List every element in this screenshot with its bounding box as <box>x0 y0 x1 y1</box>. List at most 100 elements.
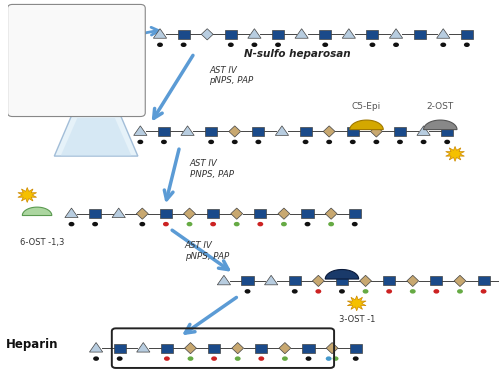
Polygon shape <box>108 19 116 26</box>
Text: 6-OST -1,3: 6-OST -1,3 <box>20 238 64 247</box>
Circle shape <box>397 140 403 144</box>
Polygon shape <box>254 209 266 218</box>
Circle shape <box>332 356 338 361</box>
Polygon shape <box>325 270 358 279</box>
Circle shape <box>444 140 450 144</box>
Polygon shape <box>360 275 372 286</box>
Circle shape <box>281 222 287 226</box>
Polygon shape <box>312 275 324 286</box>
Polygon shape <box>436 29 450 38</box>
Circle shape <box>326 356 332 361</box>
Circle shape <box>386 289 392 294</box>
Text: PAPS: PAPS <box>79 36 98 45</box>
Polygon shape <box>231 208 242 219</box>
Polygon shape <box>350 344 362 353</box>
FancyBboxPatch shape <box>8 4 145 117</box>
Polygon shape <box>225 30 237 39</box>
Circle shape <box>410 289 416 294</box>
Circle shape <box>304 222 310 226</box>
Circle shape <box>306 356 312 361</box>
Circle shape <box>302 140 308 144</box>
Polygon shape <box>22 207 52 216</box>
Polygon shape <box>461 30 473 39</box>
Polygon shape <box>44 18 52 27</box>
Polygon shape <box>90 342 102 352</box>
Circle shape <box>92 222 98 226</box>
Text: 2S,NS: 2S,NS <box>20 72 42 81</box>
Polygon shape <box>242 276 254 285</box>
Polygon shape <box>302 209 314 218</box>
Polygon shape <box>326 342 338 354</box>
Polygon shape <box>348 209 361 218</box>
Polygon shape <box>89 209 101 218</box>
Polygon shape <box>114 344 126 353</box>
Circle shape <box>282 356 288 361</box>
Polygon shape <box>276 126 288 135</box>
Polygon shape <box>232 342 243 354</box>
Polygon shape <box>256 344 268 353</box>
Polygon shape <box>218 275 230 285</box>
Polygon shape <box>112 208 126 218</box>
Circle shape <box>232 140 237 144</box>
Polygon shape <box>158 127 170 136</box>
Circle shape <box>47 73 55 79</box>
Text: 2-OST: 2-OST <box>79 72 102 81</box>
Polygon shape <box>181 126 194 135</box>
Polygon shape <box>18 188 36 202</box>
Polygon shape <box>300 127 312 136</box>
Polygon shape <box>325 208 337 219</box>
Polygon shape <box>60 118 132 156</box>
Circle shape <box>138 140 143 144</box>
Polygon shape <box>414 30 426 39</box>
Polygon shape <box>248 29 261 38</box>
Polygon shape <box>40 53 57 58</box>
Circle shape <box>46 91 54 97</box>
Polygon shape <box>264 275 278 285</box>
Polygon shape <box>370 126 382 137</box>
Polygon shape <box>336 276 348 285</box>
Text: N-sulfo heparosan: N-sulfo heparosan <box>244 49 351 59</box>
Circle shape <box>393 42 399 47</box>
Polygon shape <box>348 296 366 311</box>
Polygon shape <box>136 208 148 219</box>
Polygon shape <box>65 208 78 218</box>
Circle shape <box>234 222 239 226</box>
Circle shape <box>434 289 440 294</box>
Polygon shape <box>207 209 219 218</box>
Polygon shape <box>430 276 442 285</box>
Circle shape <box>440 42 446 47</box>
Circle shape <box>339 289 345 294</box>
Circle shape <box>244 289 250 294</box>
Circle shape <box>161 140 167 144</box>
Polygon shape <box>342 29 355 38</box>
Circle shape <box>38 91 46 97</box>
Polygon shape <box>160 209 172 218</box>
Circle shape <box>258 222 264 226</box>
Circle shape <box>464 42 470 47</box>
Text: 3-OST -1: 3-OST -1 <box>338 315 375 324</box>
Polygon shape <box>82 72 110 83</box>
Polygon shape <box>478 276 490 285</box>
Polygon shape <box>279 342 291 354</box>
Polygon shape <box>252 127 264 136</box>
Polygon shape <box>324 126 335 137</box>
Circle shape <box>252 42 258 47</box>
Circle shape <box>316 289 322 294</box>
Circle shape <box>235 356 240 361</box>
Polygon shape <box>390 29 402 38</box>
Text: GlcA: GlcA <box>20 18 38 27</box>
Text: C5-Epi: C5-Epi <box>79 54 104 63</box>
Circle shape <box>140 222 145 226</box>
Polygon shape <box>134 126 147 135</box>
Polygon shape <box>103 89 120 94</box>
Text: 2-OST: 2-OST <box>426 102 454 111</box>
Circle shape <box>208 140 214 144</box>
Circle shape <box>292 289 298 294</box>
Circle shape <box>210 222 216 226</box>
Circle shape <box>157 42 163 47</box>
Circle shape <box>480 289 486 294</box>
Text: C5-Epi: C5-Epi <box>352 102 381 111</box>
Polygon shape <box>184 208 196 219</box>
Text: GlcNAc: GlcNAc <box>79 18 106 27</box>
Circle shape <box>188 356 194 361</box>
